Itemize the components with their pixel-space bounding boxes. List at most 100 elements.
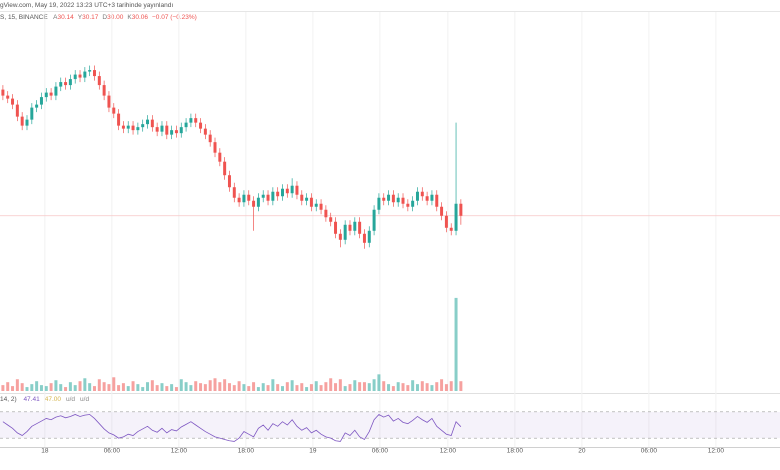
- candle-body: [406, 203, 410, 207]
- volume-bar: [203, 384, 207, 391]
- volume-bar: [406, 385, 410, 391]
- x-tick-label: 18:00: [238, 448, 255, 455]
- volume-bar: [49, 383, 53, 391]
- candle-body: [15, 104, 19, 117]
- volume-bar: [281, 386, 284, 391]
- volume-bar: [15, 379, 19, 391]
- x-tick-label: 12:00: [708, 448, 725, 455]
- candle-body: [324, 209, 328, 218]
- rsi-line: [2, 413, 462, 442]
- volume-bar: [121, 383, 125, 391]
- volume-bar: [20, 383, 24, 391]
- candle-body: [203, 128, 207, 135]
- volume-bar: [107, 384, 111, 391]
- volume-bar: [6, 382, 10, 391]
- volume-bar: [170, 384, 174, 391]
- x-tick-label: 06:00: [104, 448, 121, 455]
- candle-body: [290, 185, 294, 194]
- candle-body: [387, 194, 391, 201]
- candle-body: [189, 118, 193, 123]
- candle-body: [411, 200, 415, 207]
- candle-body: [121, 125, 125, 129]
- candle-body: [334, 221, 338, 234]
- volume-bar: [117, 385, 121, 391]
- candle-body: [97, 76, 101, 86]
- candle-body: [430, 194, 434, 201]
- volume-bar: [44, 386, 48, 391]
- candle-body: [377, 197, 381, 210]
- candle-body: [256, 197, 260, 207]
- volume-bar: [256, 387, 260, 391]
- candle-body: [285, 188, 289, 194]
- candle-body: [300, 194, 304, 201]
- candle-body: [6, 95, 10, 99]
- candle-body: [435, 194, 439, 207]
- candle-body: [35, 104, 39, 108]
- candle-body: [20, 116, 24, 126]
- volume-bar: [126, 386, 130, 391]
- candle-body: [454, 203, 458, 231]
- volume-bar: [68, 382, 72, 391]
- volume-bar: [411, 380, 415, 391]
- volume-bar: [314, 381, 318, 391]
- legend-key: Y: [78, 14, 83, 21]
- x-tick-label: 06:00: [372, 448, 389, 455]
- candle-body: [338, 233, 342, 240]
- candle-body: [362, 233, 366, 243]
- candle-body: [382, 197, 386, 201]
- volume-bar: [174, 387, 178, 391]
- x-tick-label: 18: [41, 448, 49, 455]
- volume-bar: [64, 387, 68, 391]
- volume-bar: [165, 386, 169, 391]
- rsi-params: 14, 2): [0, 396, 17, 403]
- candle-body: [64, 82, 68, 86]
- volume-bar: [223, 379, 227, 391]
- candle-body: [25, 119, 29, 126]
- volume-bar: [324, 382, 328, 391]
- volume-bar: [252, 382, 256, 391]
- volume-bar: [444, 384, 448, 391]
- candle-body: [30, 107, 34, 120]
- volume-bar: [97, 379, 101, 391]
- candle-body: [126, 125, 130, 129]
- volume-bar: [184, 382, 188, 391]
- candle-body: [247, 194, 251, 201]
- volume-bar: [78, 381, 82, 391]
- volume-bar: [155, 385, 159, 391]
- volume-bar: [88, 383, 92, 391]
- volume-bar: [150, 380, 154, 391]
- volume-bar: [54, 380, 58, 391]
- candle-body: [112, 107, 116, 114]
- candle-body: [440, 206, 444, 216]
- candle-body: [68, 79, 72, 86]
- candle-body: [11, 98, 15, 105]
- volume-bar: [319, 385, 323, 391]
- volume-bar: [300, 383, 304, 391]
- legend-value: 30.17: [82, 14, 99, 21]
- volume-bar: [232, 385, 236, 391]
- volume-bar: [213, 378, 217, 391]
- volume-bar: [146, 382, 150, 391]
- candle-body: [415, 191, 419, 201]
- volume-bar: [227, 383, 231, 391]
- candle-body: [131, 125, 135, 131]
- rsi-legend: 14, 2) 47.41 47.00 u/d u/d: [0, 396, 89, 403]
- candle-body: [261, 194, 265, 198]
- x-tick-label: 12:00: [171, 448, 188, 455]
- candle-body: [252, 200, 256, 207]
- candle-body: [401, 197, 405, 204]
- candle-body: [83, 71, 87, 78]
- candle-body: [117, 113, 121, 126]
- volume-bar: [348, 384, 352, 391]
- volume-bar: [102, 382, 106, 391]
- candle-body: [179, 127, 183, 134]
- volume-bar: [242, 384, 246, 391]
- volume-bar: [189, 385, 193, 391]
- volume-bar: [420, 381, 424, 391]
- volume-bar: [401, 383, 405, 391]
- volume-bar: [83, 378, 87, 391]
- header: gView.com, May 19, 2022 13:23 UTC+3 tari…: [0, 2, 173, 9]
- volume-bar: [459, 381, 463, 391]
- volume-bar: [92, 386, 96, 391]
